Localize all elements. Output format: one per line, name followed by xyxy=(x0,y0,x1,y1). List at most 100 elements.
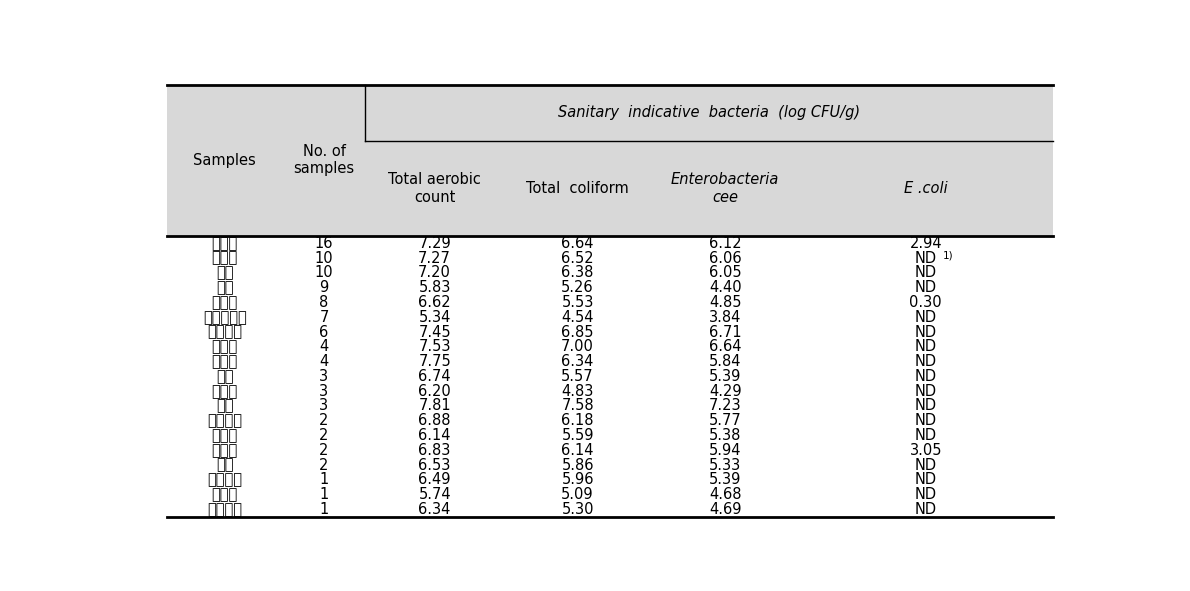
Text: 연근: 연근 xyxy=(217,369,233,384)
Text: 7.75: 7.75 xyxy=(418,354,451,369)
Text: 5.53: 5.53 xyxy=(562,295,594,310)
Text: 7.20: 7.20 xyxy=(418,265,451,280)
Text: ND: ND xyxy=(915,398,937,414)
Text: ND: ND xyxy=(915,280,937,295)
Text: 8: 8 xyxy=(319,295,328,310)
Text: 취나물: 취나물 xyxy=(212,384,238,399)
Text: 참나물: 참나물 xyxy=(212,443,238,458)
Text: 머워: 머워 xyxy=(217,265,233,280)
Text: 방풍나물: 방풍나물 xyxy=(207,472,243,488)
Text: 2: 2 xyxy=(319,457,328,473)
Text: 5.83: 5.83 xyxy=(419,280,451,295)
Text: ND: ND xyxy=(915,384,937,399)
Text: 5.30: 5.30 xyxy=(562,502,594,517)
Text: 무시래기: 무시래기 xyxy=(207,324,243,339)
Text: 5.39: 5.39 xyxy=(709,369,741,384)
Text: 5.96: 5.96 xyxy=(562,472,594,488)
Text: ND: ND xyxy=(915,354,937,369)
Text: 10: 10 xyxy=(314,251,333,265)
Text: 7: 7 xyxy=(319,310,328,324)
Text: ND: ND xyxy=(915,324,937,339)
Text: 6.64: 6.64 xyxy=(562,236,594,251)
Text: 4.69: 4.69 xyxy=(709,502,741,517)
Text: Total aerobic
count: Total aerobic count xyxy=(388,172,481,204)
Text: 6.49: 6.49 xyxy=(419,472,451,488)
Text: 4: 4 xyxy=(319,354,328,369)
Text: 6.34: 6.34 xyxy=(419,502,451,517)
Text: ND: ND xyxy=(915,339,937,355)
Text: E .coli: E .coli xyxy=(904,181,947,196)
Text: 6.71: 6.71 xyxy=(709,324,741,339)
Text: 숙주: 숙주 xyxy=(217,398,233,414)
Text: 6.62: 6.62 xyxy=(419,295,451,310)
Text: 6.83: 6.83 xyxy=(419,443,451,458)
Text: 5.86: 5.86 xyxy=(562,457,594,473)
Text: 3: 3 xyxy=(319,384,328,399)
Text: 1: 1 xyxy=(319,472,328,488)
Text: 6.12: 6.12 xyxy=(709,236,741,251)
Text: 7.00: 7.00 xyxy=(562,339,594,355)
Text: 더덕: 더덕 xyxy=(217,457,233,473)
Text: 6.38: 6.38 xyxy=(562,265,594,280)
Text: ND: ND xyxy=(915,310,937,324)
Text: 4.83: 4.83 xyxy=(562,384,594,399)
Text: 5.77: 5.77 xyxy=(709,413,741,428)
Text: ND: ND xyxy=(915,457,937,473)
Text: 4.29: 4.29 xyxy=(709,384,741,399)
Text: ND: ND xyxy=(915,428,937,443)
Text: 6.34: 6.34 xyxy=(562,354,594,369)
Text: No. of
samples: No. of samples xyxy=(294,144,355,177)
Text: 5.84: 5.84 xyxy=(709,354,741,369)
Text: ND: ND xyxy=(915,502,937,517)
Text: 3.84: 3.84 xyxy=(709,310,741,324)
Text: ND: ND xyxy=(915,265,937,280)
Text: ND: ND xyxy=(915,472,937,488)
Text: 5.94: 5.94 xyxy=(709,443,741,458)
Text: 5.33: 5.33 xyxy=(709,457,741,473)
Text: 5.09: 5.09 xyxy=(562,487,594,502)
Text: 6.64: 6.64 xyxy=(709,339,741,355)
Text: ND: ND xyxy=(915,251,937,265)
Text: 2.94: 2.94 xyxy=(909,236,942,251)
Text: 4.85: 4.85 xyxy=(709,295,741,310)
Text: 6.85: 6.85 xyxy=(562,324,594,339)
Text: 6.18: 6.18 xyxy=(562,413,594,428)
Text: 2: 2 xyxy=(319,413,328,428)
Text: 깻잎나물: 깻잎나물 xyxy=(207,502,243,517)
Text: Total  coliform: Total coliform xyxy=(526,181,630,196)
Text: 콩나물: 콩나물 xyxy=(212,339,238,355)
Text: 6.53: 6.53 xyxy=(419,457,451,473)
Text: Sanitary  indicative  bacteria  (log CFU/g): Sanitary indicative bacteria (log CFU/g) xyxy=(558,105,860,120)
Text: 토란대: 토란대 xyxy=(212,295,238,310)
Text: 4.54: 4.54 xyxy=(562,310,594,324)
Text: 10: 10 xyxy=(314,265,333,280)
Text: 6.88: 6.88 xyxy=(419,413,451,428)
Text: 6.14: 6.14 xyxy=(419,428,451,443)
Text: 고사리: 고사리 xyxy=(212,236,238,251)
Text: 7.81: 7.81 xyxy=(419,398,451,414)
Text: 5.39: 5.39 xyxy=(709,472,741,488)
Text: 우엉: 우엉 xyxy=(217,280,233,295)
Text: 1): 1) xyxy=(944,251,954,261)
Text: 5.57: 5.57 xyxy=(562,369,594,384)
Text: 6.74: 6.74 xyxy=(419,369,451,384)
Text: 6.20: 6.20 xyxy=(418,384,451,399)
Text: 4.68: 4.68 xyxy=(709,487,741,502)
Text: 2: 2 xyxy=(319,428,328,443)
Text: 3: 3 xyxy=(319,398,328,414)
Text: 6.52: 6.52 xyxy=(562,251,594,265)
Text: 3.05: 3.05 xyxy=(909,443,942,458)
Text: 6: 6 xyxy=(319,324,328,339)
Text: 16: 16 xyxy=(314,236,333,251)
Text: 도라지: 도라지 xyxy=(212,251,238,265)
Text: 7.45: 7.45 xyxy=(419,324,451,339)
Text: 9: 9 xyxy=(319,280,328,295)
Text: 7.29: 7.29 xyxy=(418,236,451,251)
Text: 0.30: 0.30 xyxy=(909,295,942,310)
Text: 5.34: 5.34 xyxy=(419,310,451,324)
Text: 5.26: 5.26 xyxy=(562,280,594,295)
Text: 4: 4 xyxy=(319,339,328,355)
Text: ND: ND xyxy=(915,487,937,502)
Text: 7.58: 7.58 xyxy=(562,398,594,414)
Text: Samples: Samples xyxy=(194,152,256,168)
